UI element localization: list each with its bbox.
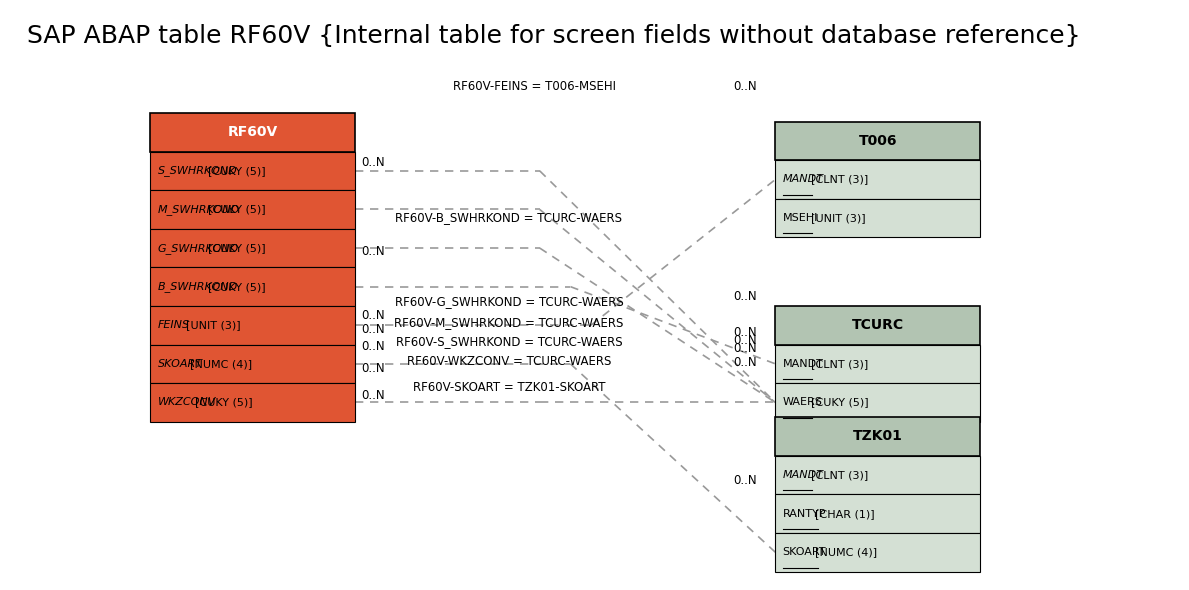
Text: 0..N: 0..N <box>732 326 756 339</box>
Text: MANDT: MANDT <box>782 470 824 480</box>
Text: 0..N: 0..N <box>732 474 756 487</box>
Text: [CLNT (3)]: [CLNT (3)] <box>811 175 868 185</box>
Text: 0..N: 0..N <box>361 362 384 375</box>
FancyBboxPatch shape <box>150 113 356 152</box>
FancyBboxPatch shape <box>775 417 980 455</box>
Text: 0..N: 0..N <box>361 323 384 336</box>
Text: 0..N: 0..N <box>732 80 756 93</box>
FancyBboxPatch shape <box>775 345 980 383</box>
Text: [CUKY (5)]: [CUKY (5)] <box>208 281 265 291</box>
Text: [NUMC (4)]: [NUMC (4)] <box>190 359 252 369</box>
Text: SAP ABAP table RF60V {Internal table for screen fields without database referenc: SAP ABAP table RF60V {Internal table for… <box>27 24 1081 48</box>
FancyBboxPatch shape <box>775 383 980 422</box>
Text: MSEHI: MSEHI <box>782 213 818 223</box>
Text: 0..N: 0..N <box>732 342 756 355</box>
Text: RF60V-FEINS = T006-MSEHI: RF60V-FEINS = T006-MSEHI <box>453 80 616 93</box>
Text: [CLNT (3)]: [CLNT (3)] <box>811 470 868 480</box>
Text: SKOART: SKOART <box>158 359 202 369</box>
Text: RF60V-SKOART = TZK01-SKOART: RF60V-SKOART = TZK01-SKOART <box>413 381 605 394</box>
Text: RF60V-B_SWHRKOND = TCURC-WAERS: RF60V-B_SWHRKOND = TCURC-WAERS <box>396 211 623 224</box>
Text: [NUMC (4)]: [NUMC (4)] <box>816 548 877 557</box>
FancyBboxPatch shape <box>150 267 356 306</box>
Text: [CUKY (5)]: [CUKY (5)] <box>208 166 265 176</box>
FancyBboxPatch shape <box>150 345 356 383</box>
Text: 0..N: 0..N <box>361 389 384 402</box>
FancyBboxPatch shape <box>150 152 356 190</box>
FancyBboxPatch shape <box>775 306 980 345</box>
Text: RF60V-WKZCONV = TCURC-WAERS: RF60V-WKZCONV = TCURC-WAERS <box>407 355 611 368</box>
Text: RANTYP: RANTYP <box>782 509 826 519</box>
Text: [CUKY (5)]: [CUKY (5)] <box>195 398 252 408</box>
Text: [CUKY (5)]: [CUKY (5)] <box>208 205 265 214</box>
Text: M_SWHRKOND: M_SWHRKOND <box>158 204 240 215</box>
Text: [CHAR (1)]: [CHAR (1)] <box>816 509 875 519</box>
Text: WKZCONV: WKZCONV <box>158 398 216 408</box>
Text: 0..N: 0..N <box>732 334 756 347</box>
Text: T006: T006 <box>858 134 897 148</box>
Text: B_SWHRKOND: B_SWHRKOND <box>158 281 238 292</box>
FancyBboxPatch shape <box>775 122 980 160</box>
Text: S_SWHRKOND: S_SWHRKOND <box>158 165 238 176</box>
Text: 0..N: 0..N <box>361 340 384 353</box>
Text: RF60V-M_SWHRKOND = TCURC-WAERS: RF60V-M_SWHRKOND = TCURC-WAERS <box>395 316 624 329</box>
Text: RF60V-S_SWHRKOND = TCURC-WAERS: RF60V-S_SWHRKOND = TCURC-WAERS <box>396 335 622 348</box>
Text: RF60V: RF60V <box>228 125 278 139</box>
Text: [CUKY (5)]: [CUKY (5)] <box>811 398 868 408</box>
FancyBboxPatch shape <box>150 306 356 345</box>
FancyBboxPatch shape <box>150 229 356 267</box>
FancyBboxPatch shape <box>775 533 980 572</box>
FancyBboxPatch shape <box>775 160 980 199</box>
Text: 0..N: 0..N <box>732 356 756 369</box>
Text: TZK01: TZK01 <box>853 430 902 444</box>
Text: WAERS: WAERS <box>782 398 823 408</box>
Text: 0..N: 0..N <box>361 245 384 258</box>
FancyBboxPatch shape <box>775 199 980 237</box>
FancyBboxPatch shape <box>150 190 356 229</box>
Text: MANDT: MANDT <box>782 359 824 369</box>
Text: 0..N: 0..N <box>361 309 384 322</box>
Text: 0..N: 0..N <box>361 156 384 169</box>
Text: [UNIT (3)]: [UNIT (3)] <box>185 320 240 330</box>
FancyBboxPatch shape <box>150 383 356 422</box>
Text: SKOART: SKOART <box>782 548 826 557</box>
FancyBboxPatch shape <box>775 455 980 494</box>
Text: [CLNT (3)]: [CLNT (3)] <box>811 359 868 369</box>
Text: FEINS: FEINS <box>158 320 190 330</box>
Text: MANDT: MANDT <box>782 175 824 185</box>
Text: [CUKY (5)]: [CUKY (5)] <box>208 243 265 253</box>
Text: G_SWHRKOND: G_SWHRKOND <box>158 242 239 254</box>
Text: RF60V-G_SWHRKOND = TCURC-WAERS: RF60V-G_SWHRKOND = TCURC-WAERS <box>395 296 623 309</box>
Text: TCURC: TCURC <box>851 318 904 332</box>
FancyBboxPatch shape <box>775 494 980 533</box>
Text: 0..N: 0..N <box>732 290 756 303</box>
Text: [UNIT (3)]: [UNIT (3)] <box>811 213 866 223</box>
